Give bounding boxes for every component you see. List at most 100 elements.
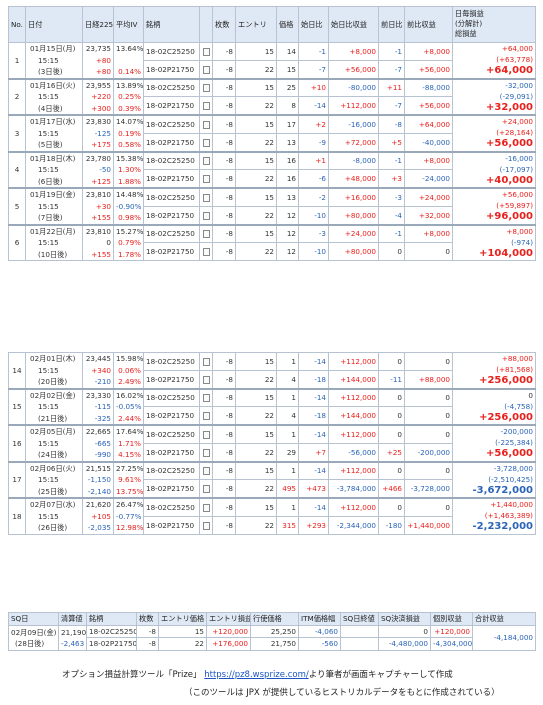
document-icon[interactable] xyxy=(202,248,210,256)
sq-col-1: 清算値 xyxy=(58,612,87,626)
leg-pnl-prev: 0 xyxy=(404,460,453,481)
leg-pnl-prev: +64,000 xyxy=(404,113,453,134)
row-days-label: (6日後) xyxy=(38,176,63,186)
document-icon[interactable] xyxy=(202,394,210,403)
leg-price: 16 xyxy=(276,150,299,171)
leg-qty: -8 xyxy=(212,352,236,371)
leg-price: 16 xyxy=(276,169,299,189)
document-icon[interactable] xyxy=(202,503,210,512)
table-body-1: 1 01月15日(月) 15:15 (3日後) 23,735 +80 +80 13.64% 0… xyxy=(8,42,536,261)
leg-pnl-prev: +88,000 xyxy=(404,370,453,389)
leg-chg-start: +7 xyxy=(298,442,329,463)
row-nikkei: 23,780 -50 +125 xyxy=(82,150,114,189)
caption-link[interactable]: https://pz8.wsprize.com/ xyxy=(204,670,309,680)
sq-date-label: 02月09日(金) xyxy=(11,627,57,637)
row-daily-pnl: +88,000 (+81,568) +256,000 xyxy=(452,352,536,389)
total-pnl-value: +104,000 xyxy=(479,247,533,259)
row-nikkei: 21,620 +105 -2,035 xyxy=(82,497,114,535)
leg-price: 1 xyxy=(276,423,299,444)
document-icon[interactable] xyxy=(202,84,210,93)
sq-row: 02月09日(金) (28日後) 21,190 -2,463 18-02C25250 -8… xyxy=(8,624,536,651)
iv-value: 16.02% xyxy=(116,390,144,400)
leg-pnl-prev: +56,000 xyxy=(404,60,453,79)
document-icon[interactable] xyxy=(202,412,210,421)
leg-pnl-start: +144,000 xyxy=(328,370,379,389)
row-time-label: 15:15 xyxy=(38,92,59,101)
leg-qty: -8 xyxy=(212,442,236,463)
document-icon[interactable] xyxy=(202,430,210,439)
sq-settle-value: 21,190 xyxy=(61,627,87,637)
document-icon[interactable] xyxy=(202,230,210,239)
row-number: 6 xyxy=(8,223,26,261)
document-icon[interactable] xyxy=(202,211,210,220)
leg-chg-prev: +3 xyxy=(378,169,405,189)
sq-col-6: 行使価格 xyxy=(250,612,299,626)
row-iv: 14.48% -0.90% 0.98% xyxy=(113,187,144,225)
row-daily-pnl: +56,000 (+59,897) +96,000 xyxy=(452,187,536,225)
nikkei-change-start: -210 xyxy=(94,377,111,386)
nikkei-change-start: +300 xyxy=(91,103,111,113)
iv-change: 0.79% xyxy=(118,238,141,247)
leg-ticker: 18-02P21750 xyxy=(143,60,200,79)
iv-change: 1.30% xyxy=(118,165,141,174)
document-icon[interactable] xyxy=(202,48,210,56)
daily-pnl-breakdown: (-974) xyxy=(511,237,533,247)
caption-line-1: オプション損益計算ツール「Prize」 https://pz8.wsprize.… xyxy=(0,668,543,680)
row-date: 01月19日(金) 15:15 (7日後) xyxy=(25,187,83,225)
document-icon[interactable] xyxy=(202,485,210,494)
leg-entry: 15 xyxy=(235,497,277,517)
nikkei-value: 23,735 xyxy=(85,44,111,53)
table-row: 18-02P21750 -8 22 12 -10 +80,000 0 0 xyxy=(9,242,536,261)
leg-ticker: 18-02C25250 xyxy=(143,42,200,61)
doc-icon-cell xyxy=(199,77,213,98)
leg-qty: -8 xyxy=(212,205,236,226)
leg-entry: 15 xyxy=(235,223,277,243)
col-entry: エントリ xyxy=(235,6,277,43)
leg-ticker: 18-02P21750 xyxy=(143,169,200,189)
daily-pnl-value: -200,000 xyxy=(500,427,533,436)
leg-price: 25 xyxy=(276,77,299,98)
leg-price: 4 xyxy=(276,370,299,389)
document-icon[interactable] xyxy=(202,467,210,476)
leg-ticker: 18-02C25250 xyxy=(143,352,200,371)
document-icon[interactable] xyxy=(202,138,210,147)
nikkei-value: 23,810 xyxy=(85,190,111,199)
doc-icon-cell xyxy=(199,460,213,481)
row-daily-pnl: 0 (-4,758) +256,000 xyxy=(452,387,536,426)
document-icon[interactable] xyxy=(202,448,210,457)
leg-pnl-start: +112,000 xyxy=(328,497,379,517)
table-row: 18-02P21750 -8 22 315 +293 -2,344,000 -180 +1,4… xyxy=(9,515,536,535)
row-date: 02月06日(火) 15:15 (25日後) xyxy=(25,460,83,499)
leg-chg-start: -1 xyxy=(298,42,329,61)
leg-price: 14 xyxy=(276,42,299,61)
leg-pnl-prev: +8,000 xyxy=(404,150,453,171)
iv-change: -0.77% xyxy=(116,511,142,521)
daily-pnl-value: 0 xyxy=(528,390,533,400)
document-icon[interactable] xyxy=(202,521,210,530)
iv-change: 1.71% xyxy=(118,438,141,448)
document-icon[interactable] xyxy=(202,375,210,384)
daily-pnl-breakdown: (+1,463,389) xyxy=(484,511,533,520)
sq-itm: -560 xyxy=(298,637,341,651)
document-icon[interactable] xyxy=(202,175,210,184)
document-icon[interactable] xyxy=(202,102,210,111)
leg-chg-start: -18 xyxy=(298,406,329,426)
leg-pnl-start: -2,344,000 xyxy=(328,515,379,535)
row-iv: 17.64% 1.71% 4.15% xyxy=(113,424,144,462)
row-days-label: (7日後) xyxy=(38,213,63,222)
col-date: 日付 xyxy=(25,6,83,43)
doc-icon-cell xyxy=(199,387,213,408)
row-number: 4 xyxy=(8,150,26,189)
table-row: 3 01月17日(水) 15:15 (5日後) 23,830 -125 +175 14.07%… xyxy=(8,113,536,152)
row-time-label: 15:15 xyxy=(38,438,59,448)
document-icon[interactable] xyxy=(202,358,210,366)
col-pnl-start: 始日比収益 xyxy=(328,6,379,43)
leg-chg-start: -9 xyxy=(298,132,329,153)
table-row: 18-02P21750 -8 22 15 -7 +56,000 -7 +56,000 xyxy=(9,60,536,79)
document-icon[interactable] xyxy=(202,193,210,202)
leg-pnl-start: -56,000 xyxy=(328,442,379,463)
document-icon[interactable] xyxy=(202,157,210,166)
document-icon[interactable] xyxy=(202,120,210,129)
iv-change: -0.90% xyxy=(116,201,142,211)
document-icon[interactable] xyxy=(202,65,210,74)
